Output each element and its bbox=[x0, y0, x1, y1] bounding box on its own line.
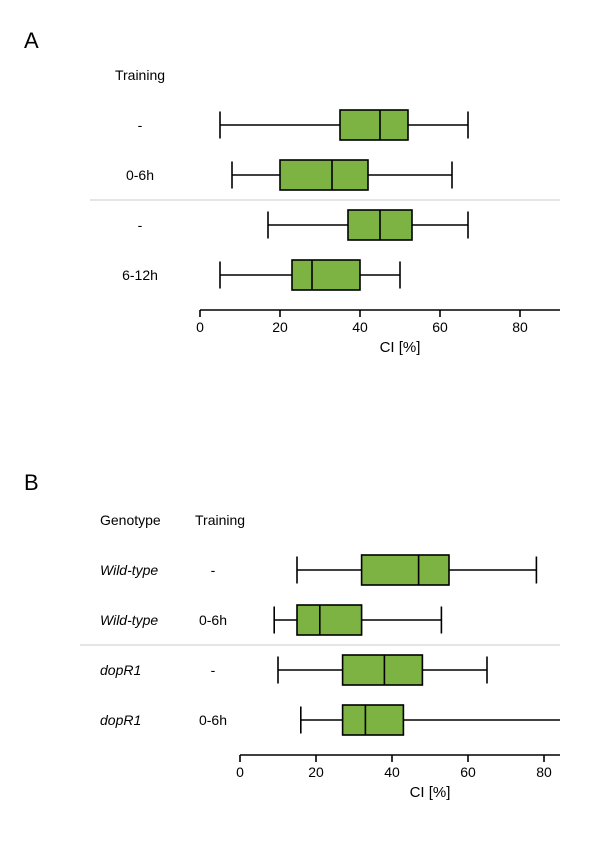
boxplot-a: Training-0-6h-6-12h020406080100CI [%] bbox=[60, 60, 560, 365]
row-training: 0-6h bbox=[199, 612, 227, 628]
box bbox=[340, 110, 408, 140]
panel-b-label: B bbox=[24, 470, 39, 496]
x-tick-label: 20 bbox=[308, 764, 324, 780]
x-tick-label: 80 bbox=[512, 319, 528, 335]
row-label: 6-12h bbox=[122, 267, 158, 283]
x-axis-label: CI [%] bbox=[410, 784, 451, 801]
x-axis-label: CI [%] bbox=[380, 339, 421, 356]
x-tick-label: 60 bbox=[460, 764, 476, 780]
chart-b: Genotype Training Wild-type - Wild-type 0-6h d… bbox=[60, 495, 560, 825]
box bbox=[297, 605, 362, 635]
x-tick-label: 40 bbox=[352, 319, 368, 335]
row-training: 0-6h bbox=[199, 712, 227, 728]
box bbox=[292, 260, 360, 290]
x-tick-label: 20 bbox=[272, 319, 288, 335]
row-genotype: dopR1 bbox=[100, 662, 141, 678]
panel-a-label: A bbox=[24, 28, 39, 54]
box bbox=[343, 705, 404, 735]
x-tick-label: 80 bbox=[536, 764, 552, 780]
x-tick-label: 40 bbox=[384, 764, 400, 780]
row-label: - bbox=[138, 117, 143, 133]
row-genotype: Wild-type bbox=[100, 562, 158, 578]
row-genotype: Wild-type bbox=[100, 612, 158, 628]
header-training: Training bbox=[115, 67, 165, 83]
x-tick-label: 60 bbox=[432, 319, 448, 335]
x-tick-label: 0 bbox=[236, 764, 244, 780]
box bbox=[280, 160, 368, 190]
row-training: - bbox=[211, 562, 216, 578]
box bbox=[343, 655, 423, 685]
chart-a: Training-0-6h-6-12h020406080100CI [%] bbox=[60, 60, 560, 365]
row-label: - bbox=[138, 217, 143, 233]
row-genotype: dopR1 bbox=[100, 712, 141, 728]
row-label: 0-6h bbox=[126, 167, 154, 183]
x-tick-label: 0 bbox=[196, 319, 204, 335]
header-training: Training bbox=[195, 512, 245, 528]
row-training: - bbox=[211, 662, 216, 678]
box bbox=[362, 555, 449, 585]
header-genotype: Genotype bbox=[100, 512, 161, 528]
boxplot-b: Genotype Training Wild-type - Wild-type 0-6h d… bbox=[60, 495, 560, 825]
